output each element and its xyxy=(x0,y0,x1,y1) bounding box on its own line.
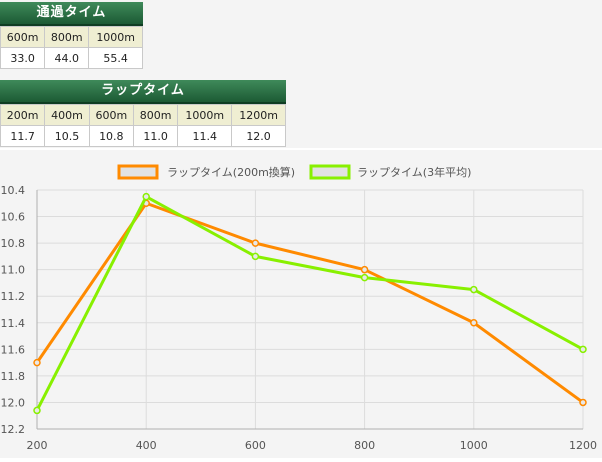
series-2-point xyxy=(142,192,150,201)
series-1-point xyxy=(33,358,41,367)
lap-line-chart: 10.4 10.6 10.8 11.0 11.2 11.4 11.6 11.8 12.0 12.2… xyxy=(1,164,597,452)
y-tick-label: 10.8 xyxy=(1,237,26,250)
y-tick-label: 10.4 xyxy=(1,184,26,197)
series-2-point xyxy=(360,273,369,282)
lap-value-cell: 11.7 xyxy=(0,125,46,147)
lap-time-header-row: 200m 400m 600m 800m 1000m 1200m xyxy=(0,104,286,126)
legend-swatch-1 xyxy=(117,164,159,180)
passing-value-cell: 44.0 xyxy=(44,47,90,69)
lap-chart-panel: 10.4 10.6 10.8 11.0 11.2 11.4 11.6 11.8 12.0 12.2… xyxy=(0,150,602,458)
x-tick-label: 1000 xyxy=(460,439,488,452)
y-tick-label: 11.0 xyxy=(1,264,26,277)
y-tick-label: 11.6 xyxy=(1,343,26,356)
y-tick-label: 11.8 xyxy=(1,370,26,383)
series-1-point xyxy=(470,319,478,327)
lap-value-cell: 11.4 xyxy=(177,125,233,147)
lap-value-cell: 10.5 xyxy=(44,125,90,147)
lap-header-cell: 1000m xyxy=(177,104,233,126)
passing-time-table: 600m 800m 1000m 33.0 44.0 55.4 xyxy=(0,26,143,69)
legend-swatch-2 xyxy=(309,164,351,180)
lap-header-cell: 800m xyxy=(132,104,179,126)
passing-time-header-row: 600m 800m 1000m xyxy=(0,26,143,48)
x-tick-label: 1200 xyxy=(569,439,597,452)
passing-time-value-row: 33.0 44.0 55.4 xyxy=(0,47,143,69)
series-2-point xyxy=(470,285,478,294)
series-2-point xyxy=(251,252,260,261)
y-tick-label: 11.4 xyxy=(1,317,26,330)
x-tick-label: 600 xyxy=(245,439,266,452)
passing-value-cell: 33.0 xyxy=(0,47,46,69)
lap-value-cell: 12.0 xyxy=(231,125,286,147)
passing-value-cell: 55.4 xyxy=(88,47,143,69)
legend-label-2: ラップタイム(3年平均) xyxy=(357,165,471,179)
legend-label-1: ラップタイム(200m換算) xyxy=(167,165,295,179)
lap-time-block: ラップタイム 200m 400m 600m 800m 1000m 1200m 1… xyxy=(0,80,286,147)
lap-value-cell: 10.8 xyxy=(88,125,134,147)
passing-time-block: 通過タイム 600m 800m 1000m 33.0 44.0 55.4 xyxy=(0,2,143,69)
lap-time-title: ラップタイム xyxy=(0,80,286,104)
y-tick-label: 11.2 xyxy=(1,290,26,303)
y-tick-label: 12.0 xyxy=(1,396,26,409)
lap-header-cell: 400m xyxy=(44,104,90,126)
series-1-point xyxy=(360,265,369,274)
series-line-2 xyxy=(35,195,585,412)
series-1-point xyxy=(579,398,587,407)
passing-time-title: 通過タイム xyxy=(0,2,143,26)
x-tick-label: 400 xyxy=(136,439,157,452)
lap-value-cell: 11.0 xyxy=(132,125,179,147)
series-2-point xyxy=(33,406,41,415)
lap-header-cell: 600m xyxy=(88,104,134,126)
lap-header-cell: 200m xyxy=(0,104,46,126)
series-2-point xyxy=(579,345,587,354)
y-tick-label: 10.6 xyxy=(1,211,26,224)
series-1-point xyxy=(251,239,260,247)
x-tick-label: 200 xyxy=(27,439,48,452)
passing-header-cell: 600m xyxy=(0,26,46,48)
passing-header-cell: 800m xyxy=(44,26,90,48)
lap-time-value-row: 11.7 10.5 10.8 11.0 11.4 12.0 xyxy=(0,125,286,147)
passing-header-cell: 1000m xyxy=(88,26,143,48)
lap-header-cell: 1200m xyxy=(231,104,286,126)
lap-time-table: 200m 400m 600m 800m 1000m 1200m 11.7 10.… xyxy=(0,104,286,147)
x-tick-label: 800 xyxy=(354,439,375,452)
y-tick-label: 12.2 xyxy=(1,423,26,436)
